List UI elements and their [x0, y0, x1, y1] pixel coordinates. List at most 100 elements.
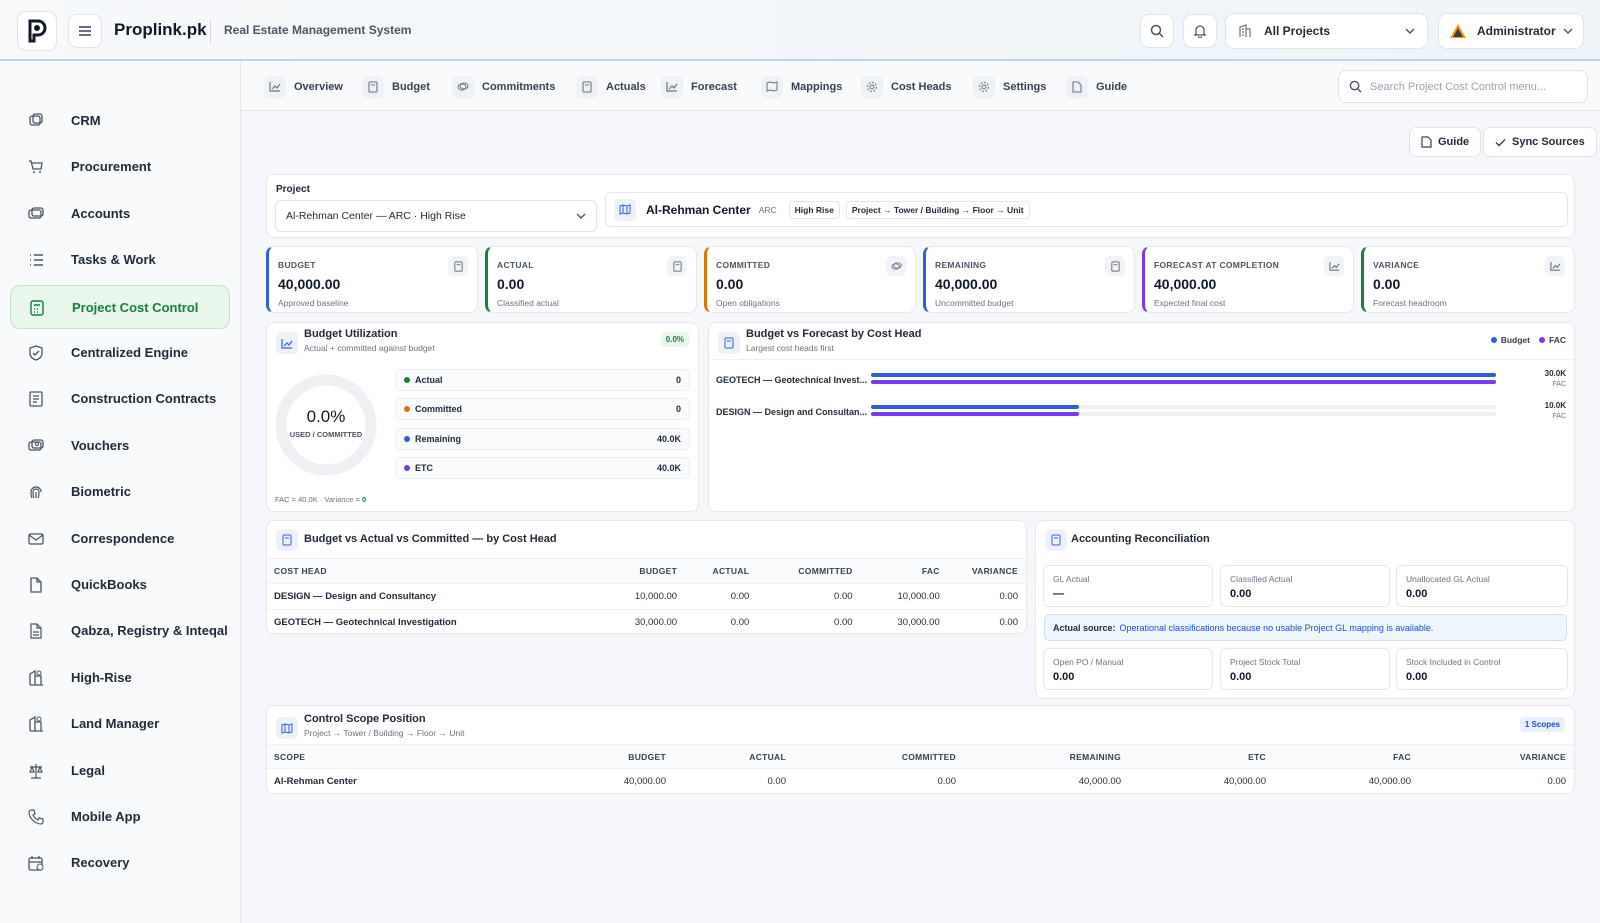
notifications-button[interactable]: [1183, 14, 1217, 48]
column-header-etc[interactable]: ETC: [1248, 751, 1266, 762]
table-row[interactable]: Al-Rehman Center 40,000.00 0.00 0.00 40,000.…: [267, 769, 1574, 795]
sidebar-item-recovery[interactable]: Recovery: [10, 841, 230, 885]
kpi-value: 40,000.00: [278, 276, 341, 292]
sync-sources-button[interactable]: Sync Sources: [1483, 127, 1597, 157]
kpi-subtitle: Approved baseline: [278, 298, 349, 308]
bac-title: Budget vs Actual vs Committed — by Cost …: [304, 533, 557, 545]
scope-count-badge: 1 Scopes: [1519, 717, 1565, 732]
top-bar: Proplink.pk Real Estate Management Syste…: [0, 0, 1600, 61]
kpi-value: 0.00: [1373, 276, 1401, 292]
column-header-actual[interactable]: ACTUAL: [749, 751, 786, 762]
kpi-value: 0.00: [497, 276, 525, 292]
column-header-cost-head[interactable]: COST HEAD: [274, 566, 327, 576]
menu-search-placeholder: Search Project Cost Control menu...: [1370, 80, 1547, 93]
row-value: 40.0K: [656, 462, 681, 473]
tab-guide[interactable]: Guide: [1066, 75, 1127, 99]
sidebar: CRM Procurement Accounts Tasks & Work Projec…: [0, 61, 241, 923]
brand-subtitle: Real Estate Management System: [224, 23, 412, 37]
calc-icon: [667, 256, 687, 276]
chart-icon: [661, 76, 683, 98]
sidebar-item-label: High-Rise: [71, 669, 132, 685]
recon-box-open-po-manual: Open PO / Manual 0.00: [1043, 648, 1213, 690]
tab-budget[interactable]: Budget: [362, 75, 430, 99]
sidebar-item-high-rise[interactable]: High-Rise: [10, 656, 230, 700]
sidebar-item-qabza-registry-inteqal[interactable]: Qabza, Registry & Inteqal: [10, 609, 230, 653]
sidebar-item-label: CRM: [71, 113, 101, 128]
sidebar-item-construction-contracts[interactable]: Construction Contracts: [10, 377, 230, 421]
column-header-variance[interactable]: VARIANCE: [1519, 751, 1566, 762]
menu-search-input[interactable]: Search Project Cost Control menu...: [1338, 70, 1588, 103]
gear-icon: [861, 76, 883, 98]
table-row[interactable]: GEOTECH — Geotechnical Investigation 30,0…: [267, 610, 1026, 636]
recon-box-classified-actual: Classified Actual 0.00: [1220, 565, 1390, 607]
voucher-icon: [28, 439, 44, 451]
column-header-committed[interactable]: COMMITTED: [901, 751, 956, 762]
sidebar-item-legal[interactable]: Legal: [10, 749, 230, 793]
sidebar-item-quickbooks[interactable]: QuickBooks: [10, 563, 230, 607]
sidebar-item-procurement[interactable]: Procurement: [10, 145, 230, 189]
recon-label: Classified Actual: [1230, 574, 1293, 584]
column-header-variance[interactable]: VARIANCE: [971, 566, 1018, 576]
column-header-budget[interactable]: BUDGET: [628, 751, 666, 762]
bac-table: COST HEAD BUDGET ACTUAL COMMITTED FAC VARIANC…: [267, 558, 1026, 636]
guide-button[interactable]: Guide: [1409, 127, 1482, 157]
sidebar-item-mobile-app[interactable]: Mobile App: [10, 795, 230, 839]
sidebar-item-land-manager[interactable]: Land Manager: [10, 702, 230, 746]
menu-toggle-button[interactable]: [68, 14, 102, 48]
table-cell: 40,000.00: [1223, 776, 1266, 788]
project-type-badge: High Rise: [788, 200, 840, 219]
scale-icon: [29, 763, 43, 779]
kpi-title: BUDGET: [278, 260, 316, 270]
contract-icon: [29, 391, 43, 408]
sidebar-item-tasks-work[interactable]: Tasks & Work: [10, 238, 230, 282]
crm-icon: [29, 113, 43, 126]
guide-button-label: Guide: [1438, 136, 1470, 148]
utilization-title: Budget Utilization: [304, 328, 398, 340]
sidebar-item-label: Biometric: [71, 484, 131, 500]
sidebar-item-vouchers[interactable]: Vouchers: [10, 424, 230, 468]
tab-commitments[interactable]: Commitments: [452, 75, 555, 99]
utilization-row-committed: Committed 0: [395, 398, 690, 421]
tab-cost-heads[interactable]: Cost Heads: [861, 75, 952, 99]
search-button[interactable]: [1140, 14, 1174, 48]
map-icon: [276, 717, 298, 739]
budget-vs-forecast-card: Budget vs Forecast by Cost Head Largest …: [708, 322, 1575, 512]
hierarchy-badge: Project → Tower / Building → Floor → Uni…: [845, 200, 1030, 219]
tab-settings[interactable]: Settings: [973, 75, 1046, 99]
table-cell: 0.00: [999, 617, 1019, 628]
sidebar-item-crm[interactable]: CRM: [10, 99, 230, 143]
kpi-title: COMMITTED: [716, 260, 771, 270]
sidebar-item-biometric[interactable]: Biometric: [10, 470, 230, 514]
sidebar-item-project-cost-control[interactable]: Project Cost Control: [10, 284, 230, 329]
kpi-card-actual: ACTUAL 0.00 Classified actual: [485, 246, 697, 313]
table-row[interactable]: DESIGN — Design and Consultancy 10,000.00…: [267, 584, 1026, 610]
kpi-card-remaining: REMAINING 40,000.00 Uncommitted budget: [923, 246, 1135, 313]
bvf-value: 30.0K: [1544, 369, 1566, 378]
column-header-committed[interactable]: COMMITTED: [798, 566, 853, 576]
column-header-fac[interactable]: FAC: [1393, 751, 1411, 762]
budget-bar: [871, 373, 1496, 377]
sidebar-item-accounts[interactable]: Accounts: [10, 192, 230, 236]
project-switcher[interactable]: All Projects: [1225, 13, 1428, 49]
column-header-fac[interactable]: FAC: [921, 566, 940, 576]
column-header-scope[interactable]: SCOPE: [274, 751, 306, 762]
project-select[interactable]: Al-Rehman Center — ARC · High Rise: [275, 200, 597, 232]
tab-actuals[interactable]: Actuals: [576, 75, 646, 99]
column-header-remaining[interactable]: REMAINING: [1069, 751, 1121, 762]
sidebar-item-centralized-engine[interactable]: Centralized Engine: [10, 331, 230, 375]
bvf-title: Budget vs Forecast by Cost Head: [746, 328, 922, 340]
calc-icon: [1105, 256, 1125, 276]
column-header-budget[interactable]: BUDGET: [639, 566, 678, 576]
tab-mappings[interactable]: Mappings: [761, 75, 842, 99]
chevron-down-icon: [1563, 28, 1573, 34]
kpi-title: REMAINING: [935, 260, 987, 270]
bvf-unit: FAC: [1552, 381, 1566, 388]
tab-forecast[interactable]: Forecast: [661, 75, 737, 99]
tab-overview[interactable]: Overview: [264, 75, 343, 99]
user-menu[interactable]: Administrator: [1438, 13, 1584, 49]
brand-divider: [210, 20, 211, 42]
sidebar-item-correspondence[interactable]: Correspondence: [10, 517, 230, 561]
scope-subtitle: Project → Tower / Building → Floor → Uni…: [304, 728, 465, 738]
column-header-actual[interactable]: ACTUAL: [712, 566, 750, 576]
app-logo[interactable]: [17, 11, 57, 51]
